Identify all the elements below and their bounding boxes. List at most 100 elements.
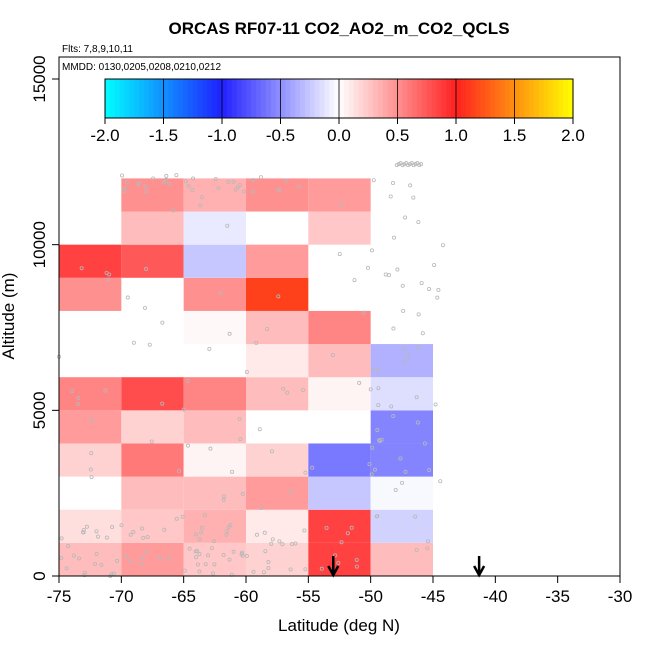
sample-point (191, 176, 196, 181)
sample-point (79, 266, 84, 271)
colorbar-segment (397, 79, 403, 118)
colorbar-segment (548, 79, 555, 118)
heatmap-cell (246, 443, 309, 477)
sample-point (270, 537, 275, 542)
sample-point (185, 379, 190, 384)
sample-point (367, 462, 372, 467)
sample-point (183, 179, 188, 184)
latitude-markers (327, 556, 486, 578)
heatmap-cell (308, 211, 371, 245)
colorbar-segment (480, 79, 486, 118)
colorbar-segment (173, 79, 179, 118)
sample-point (425, 546, 430, 551)
y-tick-label: 15000 (30, 55, 49, 102)
heatmap-cell (308, 509, 371, 543)
sample-point (393, 487, 398, 492)
sample-point (94, 529, 99, 534)
sample-point (337, 252, 342, 257)
colorbar-segment (119, 79, 126, 118)
sample-point (403, 469, 408, 474)
colorbar-segment (304, 79, 311, 118)
colorbar-tick-label: 0.5 (386, 126, 410, 145)
colorbar-segment (236, 79, 243, 118)
colorbar-segment (499, 79, 506, 118)
sample-point (213, 177, 218, 182)
colorbar-tick-label: -1.0 (207, 126, 236, 145)
sample-point (440, 243, 445, 248)
sample-point (82, 570, 87, 575)
sample-point (143, 184, 148, 189)
colorbar-segment (460, 79, 467, 118)
sample-point (233, 187, 238, 192)
sample-point (94, 551, 99, 556)
sample-point (420, 331, 425, 336)
sample-point (120, 173, 125, 178)
colorbar-segment (529, 79, 535, 118)
sample-point (209, 546, 214, 551)
sample-point (310, 465, 315, 470)
colorbar-segment (475, 79, 481, 118)
sample-point (285, 390, 290, 395)
heatmap-cell (308, 310, 371, 345)
heatmap-cell (370, 476, 433, 510)
colorbar-segment (222, 79, 228, 118)
heatmap-cell (183, 410, 246, 444)
sample-point (427, 286, 432, 291)
sample-point (221, 498, 226, 503)
sample-point (171, 208, 176, 213)
sample-point (354, 557, 359, 562)
heatmap-cell (370, 443, 433, 477)
sample-point (379, 437, 384, 442)
sample-point (166, 181, 171, 186)
heatmap-cell (183, 178, 246, 212)
sample-point (226, 179, 231, 184)
sample-point (266, 560, 271, 565)
heatmap-cell (183, 211, 246, 245)
sample-point (136, 181, 141, 186)
sample-point (293, 541, 298, 546)
sample-point (66, 544, 71, 549)
sample-point (174, 173, 179, 178)
heatmap-cell (183, 509, 246, 543)
sample-point (365, 265, 370, 270)
colorbar-segment (261, 79, 267, 118)
colorbar-segment (329, 79, 335, 118)
heatmap-cell (246, 244, 309, 278)
heatmap-cell (370, 377, 433, 411)
colorbar-segment (168, 79, 174, 118)
heatmap-cell (59, 509, 122, 543)
colorbar-segment (407, 79, 413, 118)
colorbar-segment (241, 79, 247, 118)
sample-point (131, 340, 136, 345)
colorbar-segment (105, 79, 111, 118)
colorbar-tick-label: 0.0 (327, 126, 351, 145)
sample-point (296, 184, 301, 189)
sample-point (419, 162, 424, 167)
x-tick-label: -45 (421, 587, 446, 606)
sample-point (263, 549, 268, 554)
sample-point (160, 401, 165, 406)
heatmap-cell (183, 476, 246, 510)
sample-point (210, 571, 215, 576)
colorbar-segment (382, 79, 389, 118)
sample-point (115, 558, 120, 563)
sample-point (90, 418, 95, 423)
sample-point (400, 480, 405, 485)
colorbar-segment (114, 79, 121, 118)
y-tick-label: 5000 (30, 391, 49, 429)
sample-point (387, 273, 392, 278)
sample-point (254, 340, 259, 345)
sample-point (413, 514, 418, 519)
heatmap-cell (59, 542, 122, 576)
sample-point (92, 561, 97, 566)
colorbar-segment (139, 79, 145, 118)
sample-point (433, 402, 438, 407)
colorbar-segment (319, 79, 325, 118)
sample-point (227, 331, 232, 336)
sample-point (180, 514, 185, 519)
colorbar-segment (158, 79, 165, 118)
sample-point (376, 368, 381, 373)
sample-point (357, 380, 362, 385)
sample-point (376, 386, 381, 391)
colorbar-segment (275, 79, 282, 118)
